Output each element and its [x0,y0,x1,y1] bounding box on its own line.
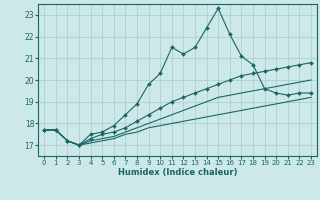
X-axis label: Humidex (Indice chaleur): Humidex (Indice chaleur) [118,168,237,177]
